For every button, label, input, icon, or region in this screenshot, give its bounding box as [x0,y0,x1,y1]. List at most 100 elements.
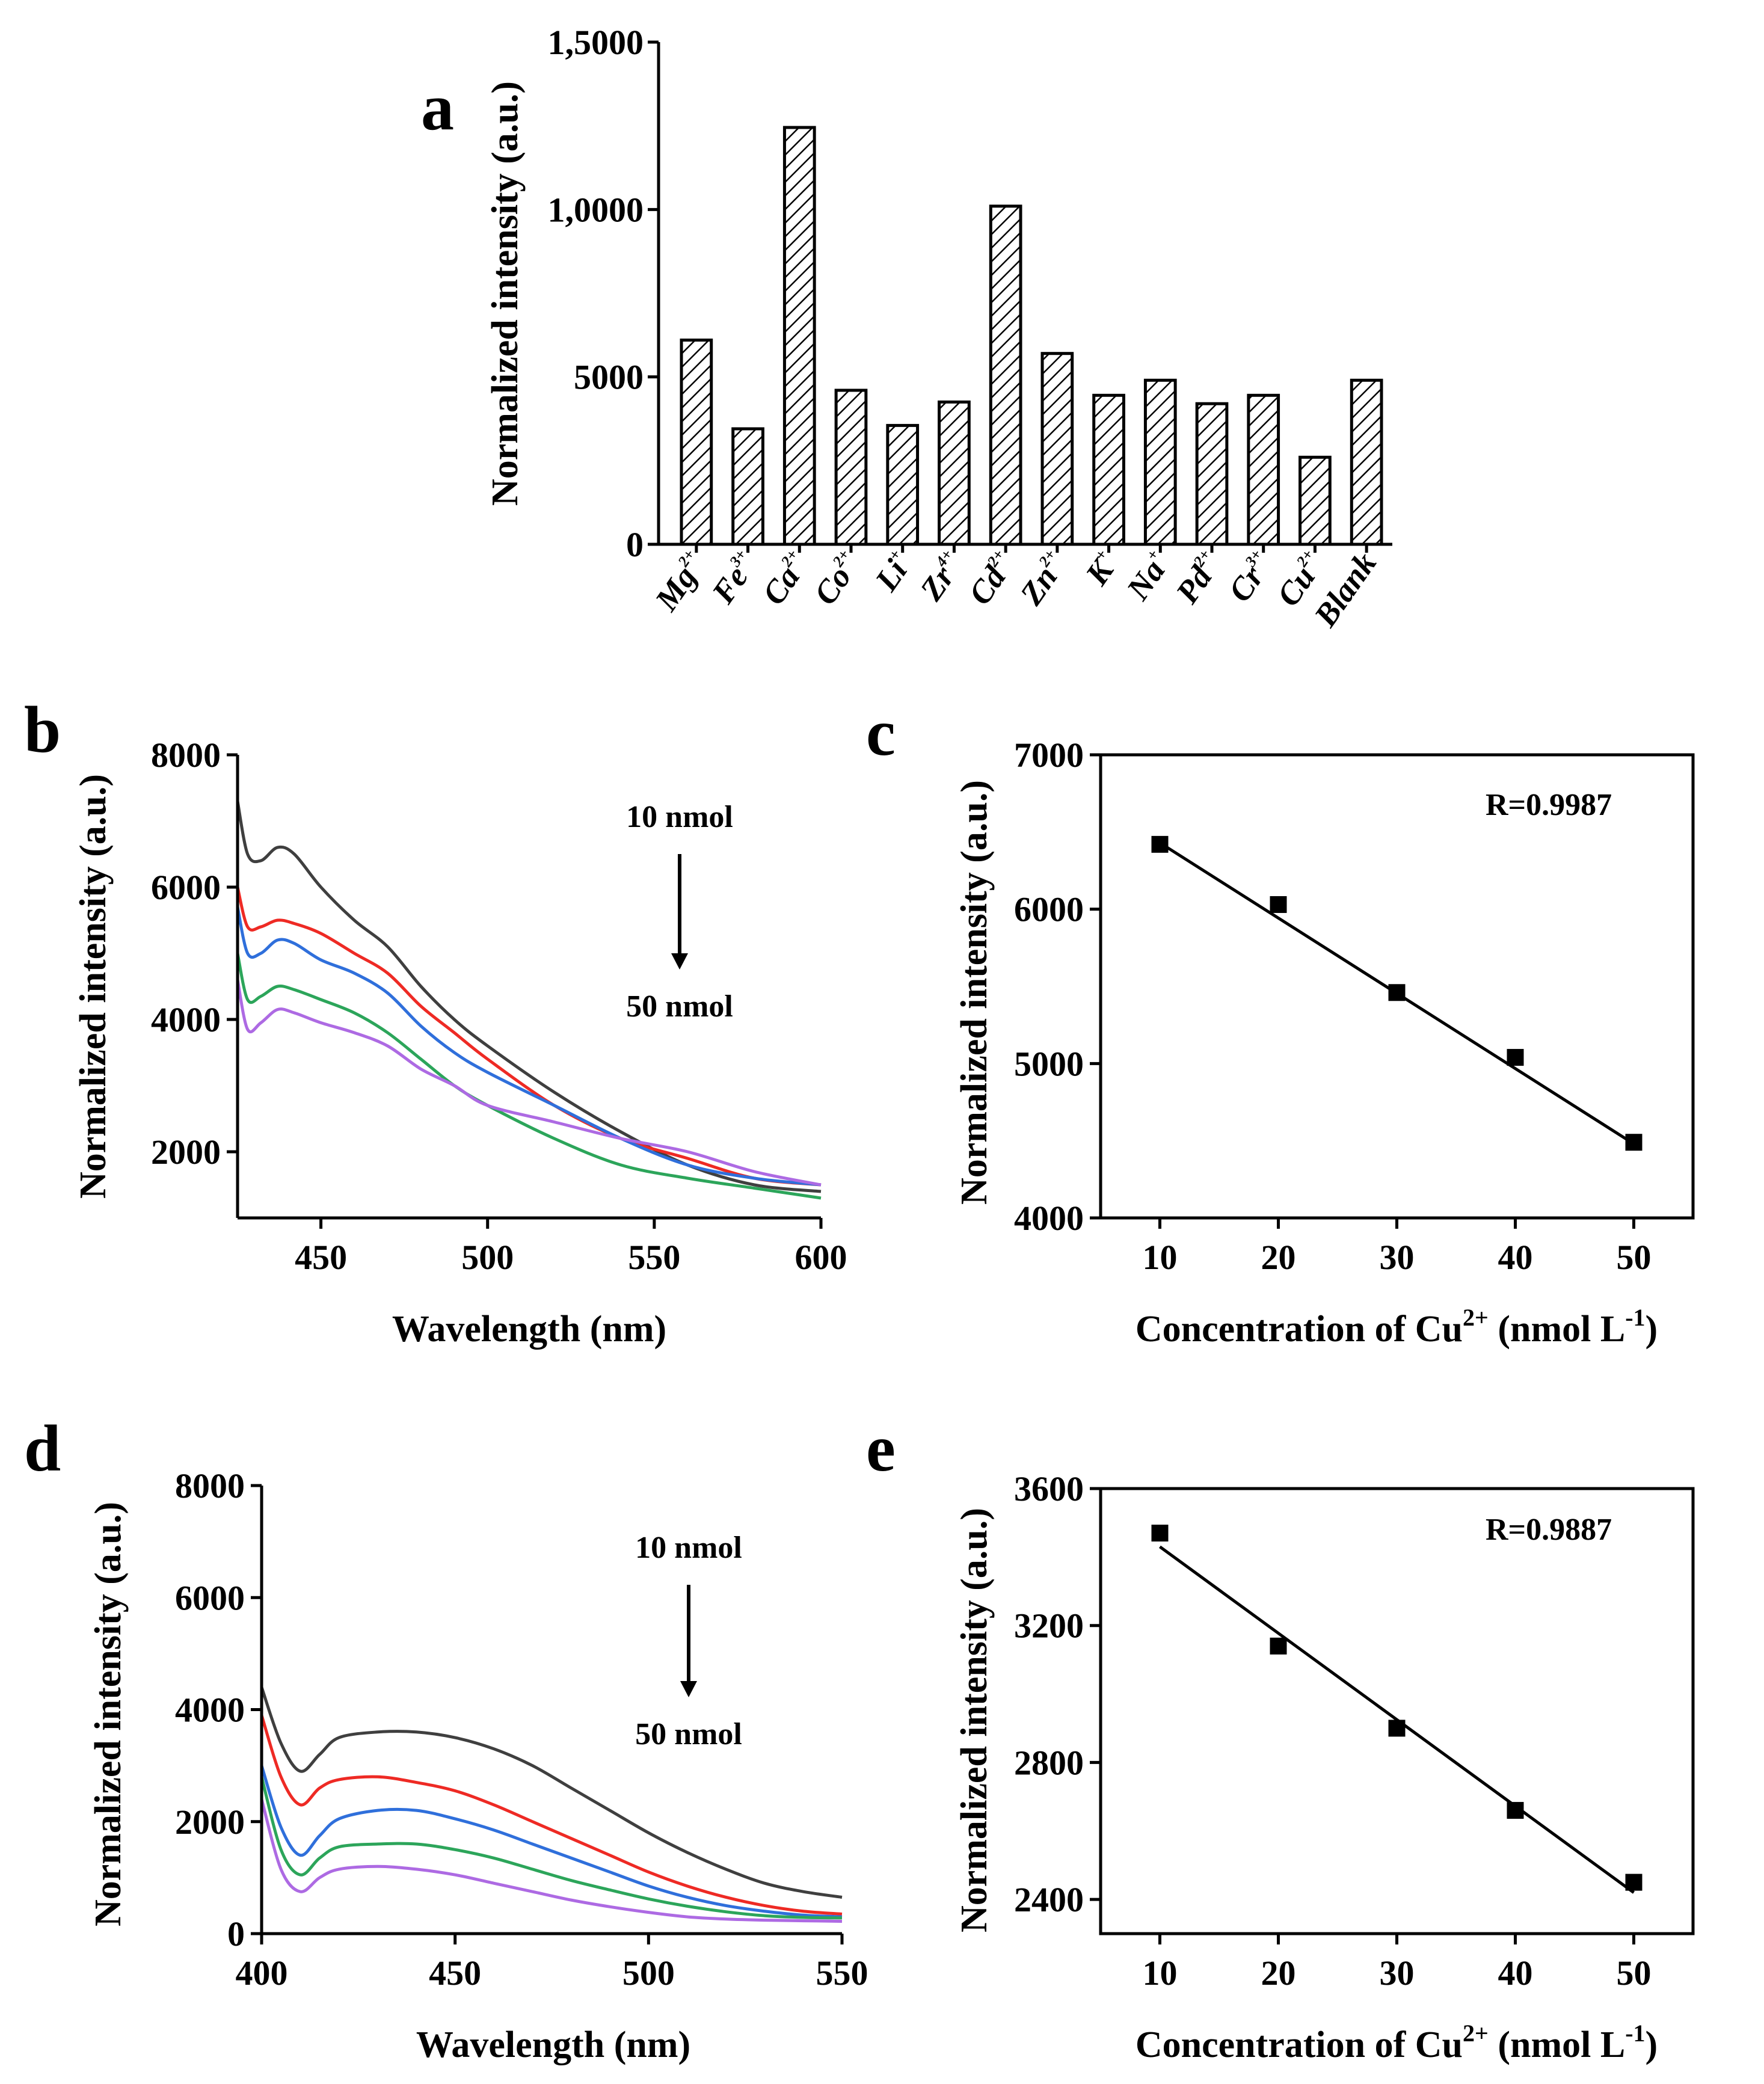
panel-c: c 10 20 30 40 50 4000 5000 6000 7000 Normalized … [866,696,1695,1350]
panel-label-a: a [421,70,454,144]
a-bar-2 [782,126,816,546]
a-xtick-label-10: Pd2+ [1169,546,1229,610]
b-xtick-label-3: 600 [795,1238,847,1277]
b-series-4 [236,979,822,1187]
e-y-title: Normalized intensity (a.u.) [954,1508,995,1932]
d-lines [260,1686,843,1923]
c-ticks: 10 20 30 40 50 4000 5000 6000 7000 [1014,736,1652,1277]
c-point-3 [1507,1049,1524,1066]
c-xtick-label-3: 40 [1498,1238,1533,1277]
a-xtick-label-4: Li+ [868,546,920,598]
a-ytick-label-0: 0 [626,525,644,564]
e-x-title: Concentration of Cu2+ (nmol L-1) [1136,2020,1658,2065]
a-bar-1 [731,427,764,546]
e-xtick-label-2: 30 [1380,1953,1415,1993]
a-xtick-label-8: K+ [1078,546,1126,592]
b-ytick-label-3: 8000 [151,736,221,775]
c-point-1 [1270,896,1287,913]
a-xtick-label-1: Fe3+ [704,546,764,610]
c-point-0 [1151,835,1169,853]
c-xtick-label-1: 20 [1261,1238,1296,1277]
d-y-title: Normalized intensity (a.u.) [88,1502,129,1926]
d-xtick-label-3: 550 [816,1953,868,1993]
a-bar-8 [1092,393,1125,546]
b-series-2 [236,906,822,1187]
panel-label-e: e [866,1412,896,1485]
c-xtick-label-2: 30 [1380,1238,1415,1277]
b-xtick-label-0: 450 [295,1238,347,1277]
e-xtick-label-4: 50 [1617,1953,1652,1993]
a-xtick-label-5: Zr4+ [913,546,971,607]
c-ytick-label-2: 6000 [1014,890,1084,929]
e-xtick-label-3: 40 [1498,1953,1533,1993]
b-ticks: 450 500 550 600 2000 4000 6000 8000 [151,736,847,1277]
a-x-labels: Mg2+Fe3+Ca2+Co2+ Li+Zr4+Cd2+Zn2+ K+ Na+Pd2+… [648,546,1383,633]
d-annot-bottom: 50 nmol [635,1717,742,1751]
a-bar-12 [1298,455,1332,546]
a-ytick-label-2: 1,0000 [548,190,644,229]
d-ticks: 400 450 500 550 0 2000 4000 6000 8000 [175,1466,868,1993]
d-xtick-label-0: 400 [236,1953,288,1993]
e-ytick-label-1: 2800 [1014,1743,1084,1782]
b-arrow-head [671,953,688,970]
d-ytick-label-0: 0 [227,1914,245,1953]
b-y-title: Normalized intensity (a.u.) [73,774,114,1199]
e-point-0 [1151,1525,1169,1541]
a-bar-13 [1350,378,1383,546]
a-bar-6 [989,204,1022,546]
a-xtick-label-13: Blank [1307,546,1383,633]
e-ticks: 10 20 30 40 50 2400 2800 3200 3600 [1014,1469,1652,1993]
b-lines [236,801,822,1200]
a-ytick-label-1: 5000 [574,358,644,397]
panel-label-d: d [24,1412,61,1485]
c-point-4 [1625,1134,1643,1151]
e-marks [1151,1525,1643,1894]
c-ytick-label-3: 7000 [1014,736,1084,775]
d-series-1 [260,1715,843,1916]
d-arrow-head [680,1681,697,1697]
b-x-title: Wavelength (nm) [392,1309,666,1350]
panel-b: b 450 500 550 600 2000 4000 6000 8000 Normalize… [24,693,847,1350]
a-bar-7 [1040,352,1074,546]
a-xtick-label-0: Mg2+ [648,546,713,617]
a-bar-10 [1195,402,1229,546]
a-bar-4 [886,423,920,546]
a-y-ticks: 0 5000 1,0000 1,5000 [548,23,1368,564]
e-fit-line [1159,1545,1635,1894]
a-xtick-label-2: Ca2+ [755,546,816,611]
b-annot-top: 10 nmol [626,800,733,834]
c-xtick-label-4: 50 [1617,1238,1652,1277]
e-point-3 [1507,1802,1524,1819]
e-frame [1099,1487,1695,1935]
b-ytick-label-0: 2000 [151,1133,221,1172]
panel-label-b: b [24,693,61,766]
e-ytick-label-2: 3200 [1014,1606,1084,1646]
d-ytick-label-3: 6000 [175,1578,245,1617]
d-x-title: Wavelength (nm) [416,2024,690,2065]
e-annotation: R=0.9887 [1486,1513,1612,1547]
a-bar-0 [680,338,713,546]
b-series-0 [236,801,822,1193]
c-ytick-label-1: 5000 [1014,1044,1084,1083]
a-xtick-label-3: Co2+ [807,546,868,611]
a-xtick-label-11: Cr3+ [1222,546,1280,608]
d-ytick-label-4: 8000 [175,1466,245,1505]
b-xtick-label-1: 500 [461,1238,514,1277]
d-ytick-label-2: 4000 [175,1691,245,1730]
e-ytick-label-3: 3600 [1014,1469,1084,1508]
a-bar-5 [938,400,971,546]
b-series-1 [236,887,822,1187]
b-annot-bottom: 50 nmol [626,989,733,1024]
d-series-0 [260,1686,843,1899]
a-xtick-label-6: Cd2+ [962,546,1022,611]
a-bar-3 [834,389,868,546]
c-y-title: Normalized intensity (a.u.) [954,780,995,1205]
c-xtick-label-0: 10 [1143,1238,1178,1277]
a-xtick-label-9: Na+ [1119,546,1177,606]
c-marks [1151,835,1643,1151]
e-point-2 [1388,1720,1406,1737]
d-series-3 [260,1776,843,1920]
e-point-4 [1625,1873,1643,1891]
b-ytick-label-1: 4000 [151,1000,221,1039]
